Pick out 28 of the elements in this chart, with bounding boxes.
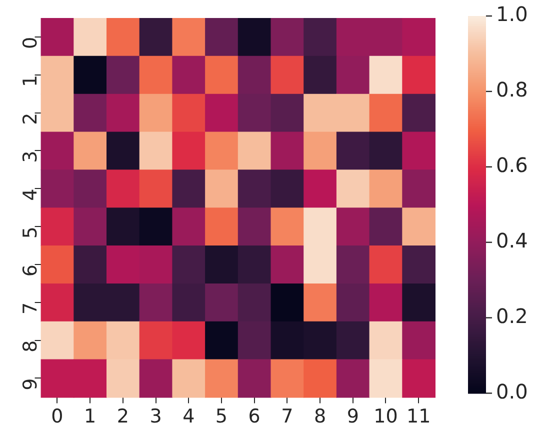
y-tick-label: 3 xyxy=(20,150,42,163)
x-tick-label: 0 xyxy=(51,406,64,428)
y-tick-label: 9 xyxy=(20,378,42,390)
color-bar-label: 0.6 xyxy=(496,153,528,178)
x-tick-label: 9 xyxy=(346,406,359,428)
y-tick-label: 8 xyxy=(20,340,42,352)
y-tick-label: 4 xyxy=(20,188,42,201)
x-tick-label: 8 xyxy=(314,406,326,428)
x-tick-label: 6 xyxy=(248,406,260,428)
color-bar-label: 0.0 xyxy=(496,379,528,404)
x-tick-label: 4 xyxy=(182,406,195,428)
color-bar-label: 1.0 xyxy=(496,2,528,26)
x-tick-label: 3 xyxy=(150,406,162,428)
color-bar-label: 0.4 xyxy=(496,228,528,253)
color-bar-label: 0.2 xyxy=(496,304,528,328)
x-tick-label: 7 xyxy=(281,406,294,428)
y-tick-label: 0 xyxy=(20,36,42,50)
y-tick-label: 5 xyxy=(20,226,42,239)
x-tick-label: 10 xyxy=(374,406,398,428)
x-tick-label: 11 xyxy=(406,406,431,428)
y-tick-label: 2 xyxy=(20,112,42,125)
y-tick-label: 6 xyxy=(20,264,42,277)
x-tick-label: 5 xyxy=(215,406,228,428)
y-tick-label: 1 xyxy=(20,74,42,87)
x-tick-label: 2 xyxy=(116,406,129,428)
x-tick-label: 1 xyxy=(84,406,96,428)
y-tick-label: 7 xyxy=(20,302,42,314)
color-bar-label: 0.8 xyxy=(496,78,528,102)
